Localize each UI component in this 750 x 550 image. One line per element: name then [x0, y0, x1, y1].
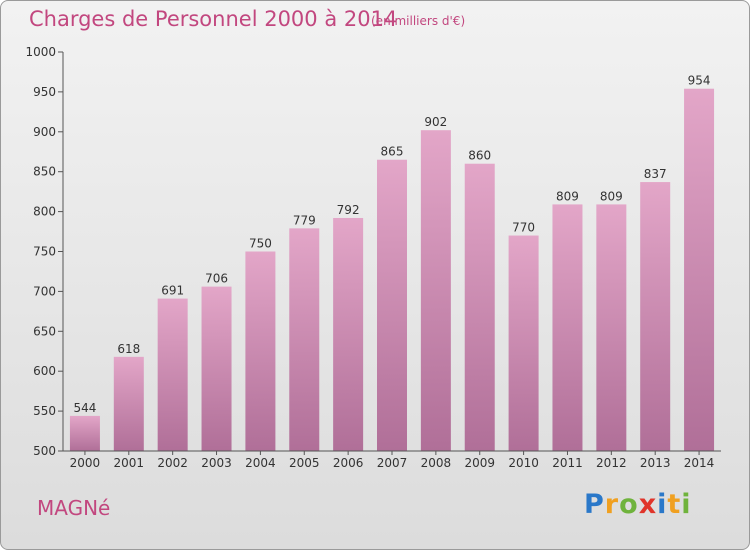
bar-2008 — [420, 130, 451, 452]
bar-value-label: 837 — [644, 167, 667, 181]
bar-2000 — [69, 415, 100, 451]
y-tick-label: 600 — [33, 364, 56, 378]
logo-letter: i — [681, 489, 692, 520]
bar-value-label: 865 — [381, 145, 404, 159]
bar-2010 — [508, 235, 539, 451]
logo-letter: r — [604, 489, 620, 520]
y-tick-label: 550 — [33, 404, 56, 418]
bar-value-label: 779 — [293, 213, 316, 227]
bar-2014 — [684, 88, 715, 451]
bar-value-label: 809 — [556, 189, 579, 203]
bar-2012 — [596, 204, 627, 451]
bar-value-label: 860 — [468, 149, 491, 163]
y-tick-label: 900 — [33, 125, 56, 139]
x-tick-label: 2014 — [684, 456, 715, 470]
y-tick-label: 500 — [33, 444, 56, 458]
y-tick-label: 800 — [33, 205, 56, 219]
x-tick-label: 2001 — [114, 456, 145, 470]
bar-2005 — [289, 228, 320, 451]
bars-group: 544 618 691 706 750 779 792 865 902 860 770 809 809 8… — [69, 74, 715, 452]
y-tick-label: 750 — [33, 245, 56, 259]
x-tick-label: 2003 — [201, 456, 232, 470]
x-tick-label: 2006 — [333, 456, 364, 470]
logo-letter: t — [667, 489, 682, 520]
chart-title: Charges de Personnel 2000 à 2014 — [29, 7, 398, 31]
x-tick-label: 2008 — [421, 456, 452, 470]
bar-value-label: 792 — [337, 203, 360, 217]
y-axis: 500 550 600 650 700 750 800 850 900 950 1000 — [25, 45, 64, 458]
x-tick-label: 2009 — [464, 456, 495, 470]
logo-letter: x — [638, 489, 658, 520]
bar-value-label: 618 — [117, 342, 140, 356]
bar-value-label: 770 — [512, 221, 535, 235]
bar-2013 — [640, 182, 671, 451]
bar-value-label: 691 — [161, 284, 184, 298]
logo-letter: P — [584, 489, 605, 520]
y-tick-label: 1000 — [25, 45, 56, 59]
logo-letter: o — [619, 489, 639, 520]
bar-value-label: 544 — [73, 401, 96, 415]
bar-2009 — [464, 163, 495, 451]
y-tick-label: 650 — [33, 324, 56, 338]
bar-value-label: 750 — [249, 237, 272, 251]
x-tick-label: 2011 — [552, 456, 583, 470]
bar-value-label: 954 — [688, 74, 711, 88]
y-tick-label: 850 — [33, 165, 56, 179]
x-tick-label: 2002 — [157, 456, 188, 470]
chart-subtitle: (en milliers d'€) — [371, 14, 466, 28]
x-tick-label: 2005 — [289, 456, 320, 470]
x-tick-label: 2007 — [377, 456, 408, 470]
bar-2007 — [377, 159, 407, 452]
bar-2004 — [245, 251, 276, 451]
bar-2006 — [333, 217, 364, 451]
bar-2002 — [157, 298, 188, 451]
proxiti-logo: Proxiti — [584, 489, 692, 520]
bar-value-label: 809 — [600, 189, 623, 203]
bar-2001 — [113, 356, 144, 451]
commune-name: MAGNé — [37, 496, 111, 520]
x-tick-label: 2013 — [640, 456, 671, 470]
x-tick-label: 2010 — [508, 456, 539, 470]
x-tick-label: 2012 — [596, 456, 627, 470]
bar-value-label: 706 — [205, 272, 228, 286]
x-tick-label: 2004 — [245, 456, 276, 470]
x-tick-label: 2000 — [70, 456, 101, 470]
y-tick-label: 950 — [33, 85, 56, 99]
bar-2003 — [201, 286, 232, 451]
bar-value-label: 902 — [424, 115, 447, 129]
y-tick-label: 700 — [33, 284, 56, 298]
logo-letter: i — [657, 489, 668, 520]
x-axis: 2000 2001 2002 2003 2004 2005 2006 2007 2008 2009… — [63, 450, 721, 470]
bar-2011 — [552, 204, 583, 451]
